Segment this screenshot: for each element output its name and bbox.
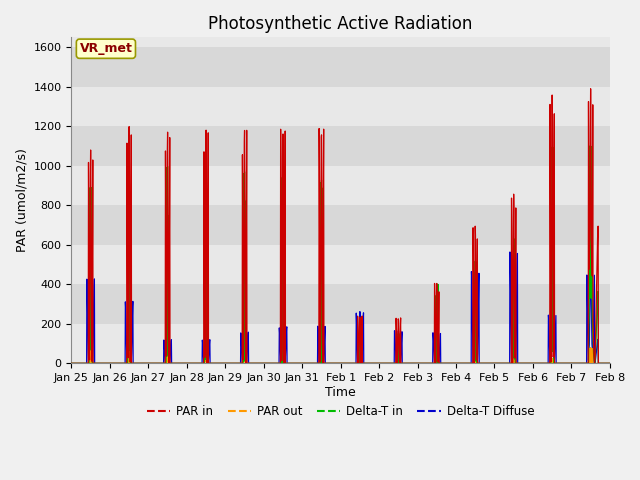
PAR out [541, 360, 548, 366]
Bar [72, 87, 610, 126]
PAR out [68, 360, 76, 366]
PAR in [370, 360, 378, 366]
PAR out [243, 336, 250, 342]
Delta-T in [556, 360, 564, 366]
Delta-T in [370, 360, 378, 366]
PAR in [541, 360, 548, 366]
Delta-T in [472, 277, 479, 283]
Line: PAR in: PAR in [72, 89, 610, 363]
PAR in [313, 360, 321, 366]
PAR in [606, 360, 614, 366]
PAR out [371, 360, 378, 366]
PAR in [605, 360, 613, 366]
PAR out [314, 360, 321, 366]
Text: VR_met: VR_met [79, 42, 132, 55]
Delta-T in [541, 360, 548, 366]
Delta-T Diffuse [370, 360, 378, 366]
X-axis label: Time: Time [325, 386, 356, 399]
PAR in [587, 86, 595, 92]
Bar [72, 166, 610, 205]
PAR in [68, 360, 76, 366]
Legend: PAR in, PAR out, Delta-T in, Delta-T Diffuse: PAR in, PAR out, Delta-T in, Delta-T Dif… [142, 400, 539, 423]
Delta-T Diffuse [556, 360, 564, 366]
Y-axis label: PAR (umol/m2/s): PAR (umol/m2/s) [15, 148, 28, 252]
PAR out [556, 360, 564, 366]
Delta-T Diffuse [472, 271, 479, 277]
Delta-T Diffuse [541, 360, 548, 366]
Delta-T in [606, 360, 614, 366]
Line: Delta-T in: Delta-T in [72, 146, 610, 363]
Delta-T Diffuse [510, 249, 518, 255]
Delta-T Diffuse [68, 360, 76, 366]
PAR in [472, 232, 479, 238]
Delta-T in [313, 360, 321, 366]
Bar [72, 284, 610, 324]
Delta-T in [605, 360, 613, 366]
Delta-T Diffuse [606, 360, 614, 366]
Delta-T Diffuse [313, 360, 321, 366]
PAR out [472, 356, 479, 362]
Bar [72, 245, 610, 284]
Bar [72, 324, 610, 363]
Delta-T in [68, 360, 76, 366]
PAR out [605, 360, 613, 366]
PAR out [606, 360, 614, 366]
Bar [72, 205, 610, 245]
Bar [72, 126, 610, 166]
Line: Delta-T Diffuse: Delta-T Diffuse [72, 252, 610, 363]
Title: Photosynthetic Active Radiation: Photosynthetic Active Radiation [209, 15, 473, 33]
Line: PAR out: PAR out [72, 339, 610, 363]
Bar [72, 47, 610, 87]
Delta-T Diffuse [605, 360, 613, 366]
Delta-T in [586, 143, 593, 149]
Bar [72, 37, 610, 47]
PAR in [556, 360, 564, 366]
